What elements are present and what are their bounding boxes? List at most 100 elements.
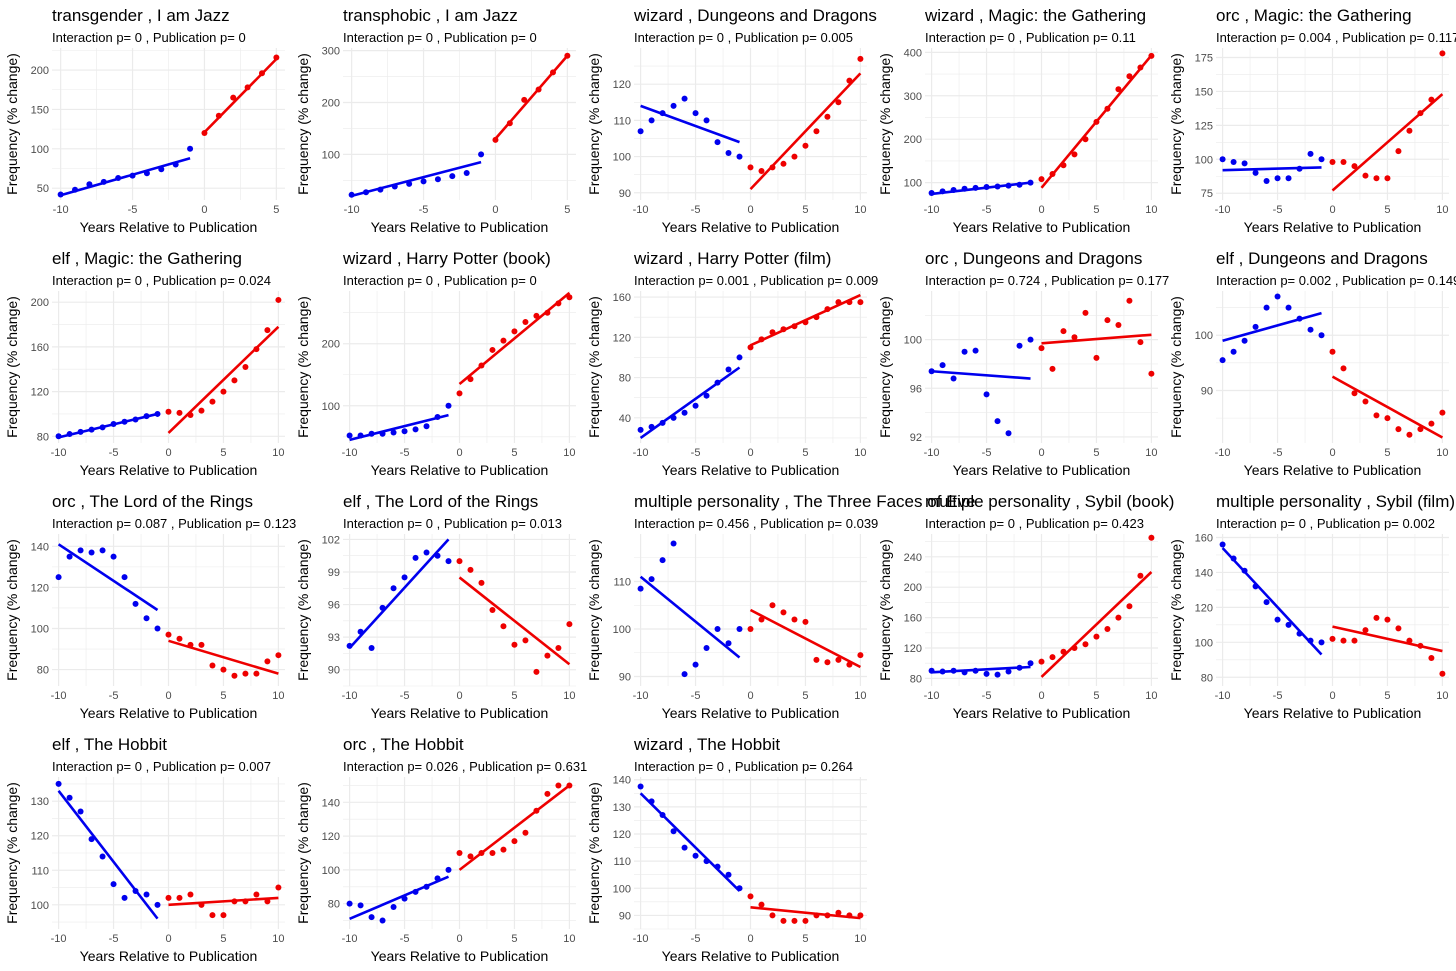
pre-point [346, 900, 353, 907]
post-point [1428, 420, 1435, 427]
x-tick-label: 10 [1145, 690, 1157, 702]
y-tick-label: 80 [910, 673, 922, 685]
chart-title: multiple personality , Sybil (film) [1216, 492, 1455, 511]
chart-subtitle: Interaction p= 0 , Publication p= 0 [52, 30, 246, 45]
pre-point [692, 852, 699, 859]
x-tick-label: -10 [344, 204, 360, 216]
pre-point [1230, 348, 1237, 355]
x-tick-label: 0 [747, 204, 753, 216]
chart-title: wizard , Magic: the Gathering [924, 6, 1146, 25]
x-tick-label: 5 [1384, 690, 1390, 702]
post-trend-line [168, 639, 279, 675]
y-tick-label: 102 [322, 534, 340, 546]
post-point [489, 346, 496, 353]
x-tick-label: 0 [1329, 690, 1335, 702]
pre-point [368, 645, 375, 651]
x-tick-label: -10 [633, 933, 649, 945]
pre-point [1274, 175, 1281, 182]
post-point [1082, 309, 1089, 316]
pre-point [357, 902, 364, 909]
post-point [758, 168, 765, 175]
post-point [456, 850, 463, 856]
chart-subtitle: Interaction p= 0.724 , Publication p= 0.… [925, 273, 1169, 288]
x-tick-label: 10 [854, 690, 866, 702]
post-point [1038, 658, 1045, 665]
pre-point [77, 808, 84, 815]
chart-title: elf , The Hobbit [52, 735, 167, 754]
chart-panel: -10 -5 0 5 10 90 100 110 120 wizard , Dungeons an… [586, 6, 877, 235]
x-tick-label: -10 [342, 933, 358, 945]
y-tick-label: 100 [1195, 330, 1213, 342]
post-point [176, 635, 183, 642]
post-point [1395, 426, 1402, 433]
y-axis-label: Frequency (% change) [295, 782, 311, 924]
pre-point [736, 626, 743, 632]
chart-subtitle: Interaction p= 0 , Publication p= 0.002 [1216, 516, 1435, 531]
x-tick-label: 0 [492, 204, 498, 216]
pre-point [346, 432, 353, 439]
pre-trend-line [1222, 166, 1322, 172]
y-axis-label: Frequency (% change) [586, 539, 602, 681]
pre-point [368, 914, 375, 921]
y-tick-label: 120 [31, 831, 49, 843]
x-tick-label: -5 [691, 690, 701, 702]
post-point [187, 891, 194, 898]
post-point [220, 388, 227, 395]
y-tick-label: 100 [31, 900, 49, 912]
pre-point [66, 553, 73, 560]
chart-panel: -10 -5 0 5 10 100 200 wizard , Harry Potter (bo… [295, 249, 576, 478]
pre-point [725, 149, 732, 156]
chart-panel: -10 -5 0 5 10 90 100 110 multiple personality , … [586, 492, 975, 721]
pre-point [1219, 357, 1226, 364]
x-tick-label: 0 [747, 933, 753, 945]
y-tick-label: 175 [1195, 53, 1213, 65]
post-point [813, 128, 820, 135]
chart-subtitle: Interaction p= 0.026 , Publication p= 0.… [343, 759, 587, 774]
post-point [769, 912, 776, 919]
y-tick-label: 80 [37, 665, 49, 677]
x-tick-label: 5 [1384, 204, 1390, 216]
x-tick-label: 5 [511, 447, 517, 459]
pre-point [659, 557, 666, 564]
x-axis-label: Years Relative to Publication [80, 462, 258, 478]
pre-point [939, 362, 946, 369]
chart-subtitle: Interaction p= 0.456 , Publication p= 0.… [634, 516, 878, 531]
x-axis-label: Years Relative to Publication [953, 462, 1131, 478]
chart-panel: -10 -5 0 5 10 80 100 120 140 orc , The Hobbit Inte… [295, 735, 587, 964]
pre-point [950, 375, 957, 382]
chart-title: orc , Magic: the Gathering [1216, 6, 1412, 25]
post-point [511, 328, 518, 335]
y-tick-label: 93 [328, 632, 340, 644]
x-tick-label: 10 [272, 690, 284, 702]
post-point [231, 672, 238, 679]
pre-trend-line [1221, 547, 1323, 656]
x-tick-label: 10 [563, 933, 575, 945]
pre-point [420, 178, 427, 185]
x-axis-label: Years Relative to Publication [662, 705, 840, 721]
chart-panel: -10 -5 0 5 50 100 150 200 transgender , I am Jaz… [4, 6, 285, 235]
pre-point [1027, 660, 1034, 667]
x-tick-label: 0 [165, 690, 171, 702]
pre-point [972, 347, 979, 354]
x-tick-label: -5 [419, 204, 429, 216]
pre-point [1241, 160, 1248, 167]
post-point [1439, 409, 1446, 416]
pre-point [994, 671, 1001, 678]
pre-point [681, 671, 688, 678]
pre-point [1285, 621, 1292, 628]
post-point [230, 94, 237, 101]
pre-point [1307, 326, 1314, 333]
post-point [1104, 626, 1111, 632]
post-point [500, 337, 507, 344]
pre-point [110, 553, 117, 560]
x-tick-label: -10 [53, 204, 69, 216]
pre-point [121, 574, 128, 581]
y-tick-label: 120 [904, 643, 922, 655]
pre-point [725, 640, 732, 647]
post-trend-line [494, 54, 569, 140]
y-tick-label: 110 [613, 115, 631, 127]
pre-point [1285, 175, 1292, 182]
y-tick-label: 200 [904, 582, 922, 594]
post-point [1060, 328, 1067, 335]
post-point [242, 364, 249, 370]
